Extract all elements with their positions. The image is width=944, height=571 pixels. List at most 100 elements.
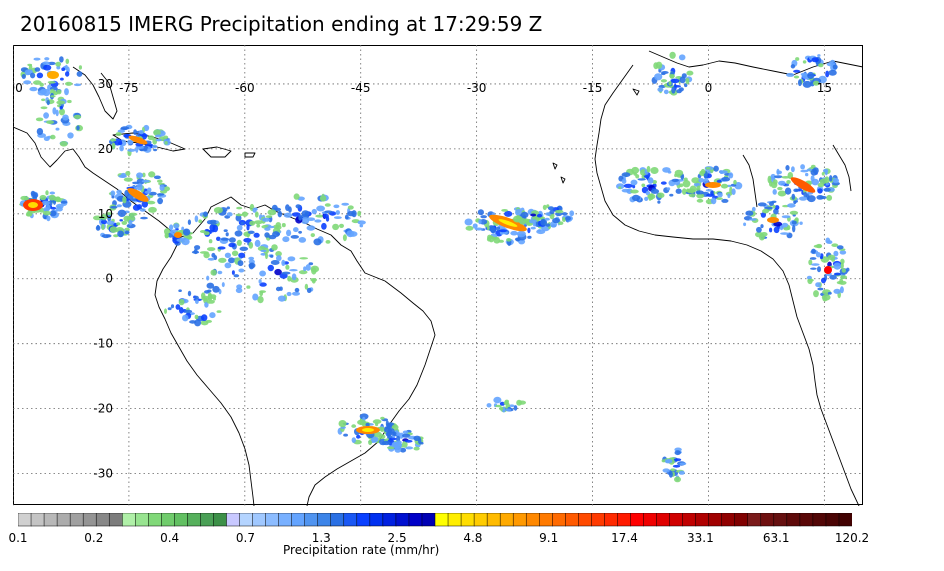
rain-cell <box>413 446 420 451</box>
rain-cell <box>248 262 256 269</box>
rain-cell <box>35 117 44 122</box>
rain-cell <box>719 170 728 174</box>
rain-cell <box>516 230 526 238</box>
rain-cell <box>194 215 199 223</box>
rain-cell <box>786 180 791 184</box>
rain-cell <box>241 211 248 217</box>
rain-cell <box>252 207 257 213</box>
rain-cell <box>203 211 208 217</box>
rain-cell <box>800 169 809 173</box>
rain-cell <box>809 257 817 260</box>
rain-cell <box>549 209 555 215</box>
rain-cell <box>231 250 239 257</box>
rain-cell <box>357 220 366 225</box>
rain-cell <box>671 178 679 182</box>
rain-cell <box>291 273 297 281</box>
colorbar-swatch <box>382 513 397 527</box>
rain-cell <box>669 51 676 59</box>
rain-cell <box>691 177 700 184</box>
rain-cell <box>235 287 243 294</box>
colorbar-swatch <box>682 513 697 527</box>
colorbar-swatch <box>512 513 527 527</box>
rain-cell <box>110 205 118 209</box>
rain-cell <box>261 217 271 222</box>
colorbar <box>18 513 852 527</box>
rain-cell <box>674 450 681 456</box>
rain-cell <box>287 256 296 262</box>
rain-cell <box>33 80 42 85</box>
rain-cell <box>50 95 56 98</box>
rain-cell <box>194 295 199 300</box>
rain-cell <box>561 212 568 216</box>
rain-cell <box>167 307 172 311</box>
colorbar-swatch <box>604 513 618 527</box>
rain-cell <box>298 214 303 221</box>
rain-cell <box>122 196 127 204</box>
rain-cell <box>156 193 165 196</box>
rain-cell <box>43 136 50 141</box>
rain-cell <box>721 198 729 203</box>
rain-cell <box>780 232 790 235</box>
colorbar-swatch <box>773 513 788 527</box>
rain-cell <box>304 283 309 290</box>
colorbar-swatch <box>669 513 684 527</box>
rain-cell <box>65 71 70 77</box>
rain-cell <box>252 293 259 301</box>
rain-cell <box>770 173 776 180</box>
rain-cell <box>33 57 41 61</box>
rain-cell <box>813 290 819 298</box>
rain-cell <box>339 223 344 228</box>
rain-cell <box>119 145 124 152</box>
rain-cell <box>670 78 680 84</box>
rain-cell <box>664 459 671 464</box>
heavy-rain-core <box>790 177 816 193</box>
rain-cell <box>356 434 361 439</box>
rain-cell <box>116 204 123 208</box>
colorbar-swatch <box>304 513 319 527</box>
rain-cell <box>43 64 52 71</box>
rain-cell <box>246 224 250 231</box>
rain-cell <box>807 278 814 282</box>
rain-cell <box>547 206 555 211</box>
rain-cell <box>717 192 723 198</box>
rain-cell <box>207 292 212 300</box>
rain-cell <box>474 227 484 231</box>
rain-cell <box>127 139 134 145</box>
rain-cell <box>65 58 70 64</box>
heavy-rain-core <box>362 428 374 432</box>
colorbar-swatch <box>330 513 345 527</box>
rain-cell <box>703 178 709 185</box>
rain-cell <box>306 287 312 293</box>
colorbar-swatch <box>565 513 579 527</box>
colorbar-swatch <box>43 513 58 527</box>
rain-cell <box>660 181 667 185</box>
rain-cell <box>117 129 126 133</box>
graticule <box>13 45 863 506</box>
rain-cell <box>306 225 316 231</box>
colorbar-swatch <box>174 513 188 527</box>
rain-cell <box>771 200 777 203</box>
heavy-rain-core <box>28 202 38 208</box>
rain-cell <box>833 250 839 257</box>
colorbar-swatch <box>56 513 71 527</box>
rain-cell <box>464 218 473 226</box>
rain-cell <box>308 262 314 266</box>
rain-cell <box>163 135 169 140</box>
rain-cell <box>153 148 158 152</box>
rain-cell <box>795 57 800 61</box>
rain-cell <box>260 249 267 253</box>
rain-cell <box>271 244 278 251</box>
rain-cell <box>274 268 282 276</box>
rain-cell <box>827 291 832 295</box>
rain-cell <box>119 219 123 222</box>
rain-cell <box>213 297 216 301</box>
rain-cell <box>647 177 654 184</box>
rain-cell <box>663 89 669 95</box>
colorbar-swatch <box>278 513 293 527</box>
rain-cell <box>816 195 824 200</box>
rain-cell <box>413 435 421 441</box>
rain-cell <box>206 275 210 281</box>
rain-cell <box>36 128 44 135</box>
rain-cell <box>298 230 302 234</box>
rain-cell <box>170 304 175 309</box>
